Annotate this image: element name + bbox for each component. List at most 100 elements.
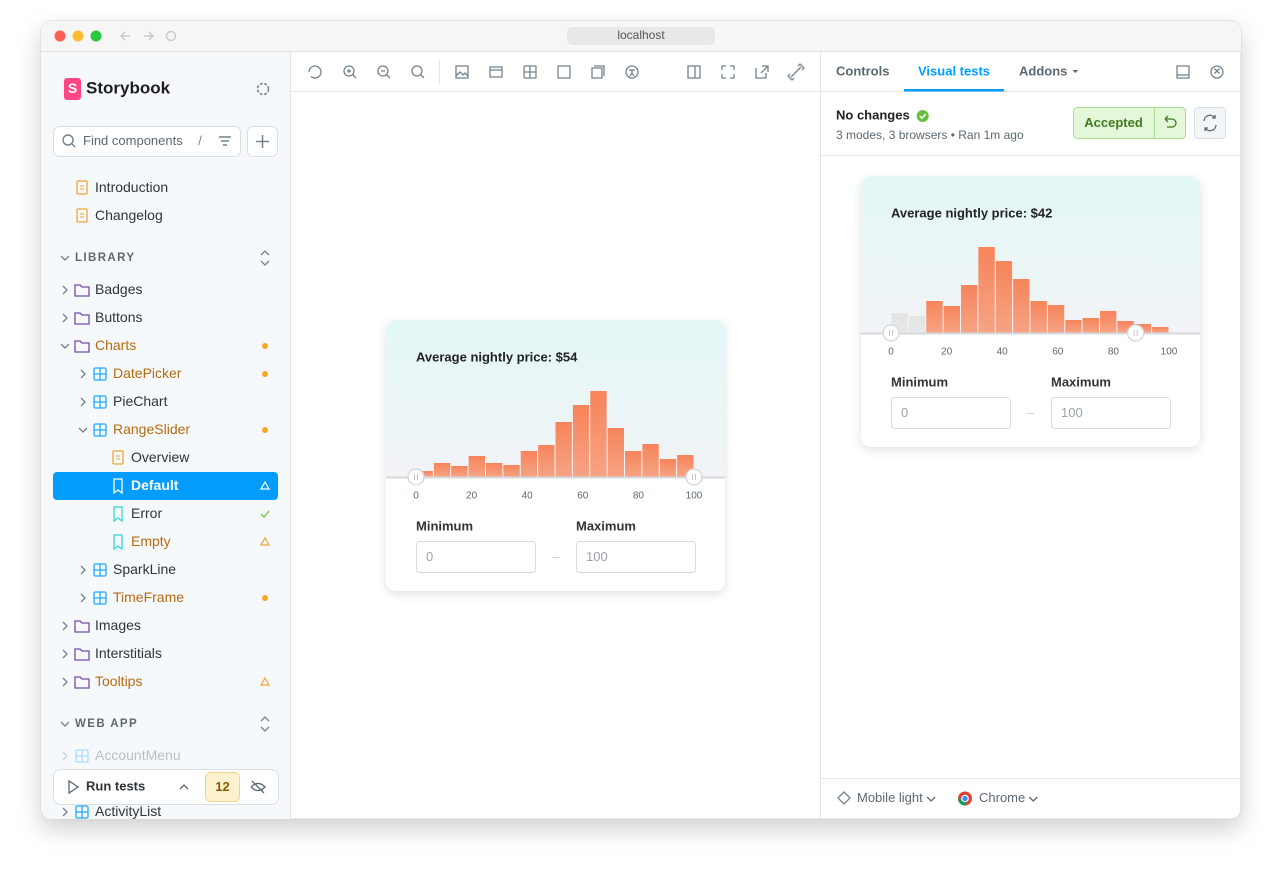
toolbar-button[interactable]	[721, 65, 735, 79]
minimize-button[interactable]	[72, 30, 84, 42]
card-header-bg	[386, 320, 725, 477]
number-input[interactable]	[576, 541, 696, 573]
expand-caret[interactable]	[179, 784, 189, 790]
toolbar-button[interactable]	[455, 65, 469, 79]
icon-shape	[76, 806, 88, 818]
toolbar-button[interactable]	[489, 66, 503, 78]
chevron[interactable]	[80, 565, 86, 575]
url-bar[interactable]	[567, 27, 715, 45]
chevron[interactable]	[60, 343, 70, 349]
toolbar-button[interactable]	[411, 65, 425, 79]
tree-item[interactable]: DatePicker	[113, 365, 182, 381]
chevron[interactable]	[62, 621, 68, 631]
accepted-button[interactable]	[1073, 107, 1186, 139]
filter-button[interactable]	[219, 136, 231, 146]
toolbar-button[interactable]	[787, 63, 805, 81]
settings-button[interactable]	[256, 82, 270, 96]
chevron[interactable]	[80, 593, 86, 603]
toolbar-button[interactable]	[343, 65, 357, 79]
tree-item[interactable]: Empty	[131, 533, 171, 549]
tree-item[interactable]: SparkLine	[113, 561, 176, 577]
toolbar	[308, 60, 805, 84]
chevron[interactable]	[60, 721, 70, 727]
slider-handle[interactable]	[407, 468, 425, 486]
field-label: Maximum	[576, 518, 636, 533]
mode-selector[interactable]: Mobile light	[857, 790, 923, 805]
icon-shape	[113, 534, 123, 551]
histogram-bar	[625, 451, 642, 477]
number-input[interactable]	[416, 541, 536, 573]
test-count-badge[interactable]	[205, 772, 240, 802]
close-button[interactable]	[54, 30, 66, 42]
slider-handle[interactable]	[685, 468, 703, 486]
panel-tab[interactable]: Addons	[1019, 63, 1067, 78]
tree-item[interactable]: ActivityList	[95, 803, 161, 819]
search-box[interactable]	[53, 126, 241, 157]
chevron[interactable]	[62, 649, 68, 659]
tree-item[interactable]: RangeSlider	[113, 421, 190, 437]
toolbar-button[interactable]	[308, 65, 322, 79]
slider-handle[interactable]	[882, 324, 900, 342]
component-icon	[93, 563, 107, 577]
handle-grip	[889, 330, 893, 336]
number-input[interactable]	[891, 397, 1011, 429]
tree-item[interactable]: Overview	[131, 449, 190, 465]
toolbar-button[interactable]	[557, 65, 571, 79]
collapse-toggle[interactable]	[260, 716, 270, 732]
number-input[interactable]	[1051, 397, 1171, 429]
tree-item[interactable]: Images	[95, 617, 141, 633]
maximize-button[interactable]	[90, 30, 102, 42]
toolbar-button[interactable]	[523, 65, 537, 79]
watch-toggle[interactable]	[250, 780, 266, 794]
toolbar-button[interactable]	[591, 65, 605, 79]
panel-close-button[interactable]	[1210, 65, 1224, 79]
chevron[interactable]	[60, 255, 70, 261]
run-tests-button[interactable]: Run tests	[86, 778, 145, 793]
card-title: Average nightly price: $54	[416, 349, 578, 364]
chevron[interactable]	[62, 751, 68, 761]
selected-row[interactable]	[53, 472, 278, 500]
browser-selector[interactable]: Chrome	[979, 790, 1025, 805]
chevron[interactable]	[62, 677, 68, 687]
tree-item[interactable]: Interstitials	[95, 645, 162, 661]
panel-position-button[interactable]	[1176, 65, 1190, 79]
folder-icon	[74, 284, 90, 297]
collapse-toggle[interactable]	[260, 250, 270, 266]
play-icon[interactable]	[68, 779, 80, 795]
toolbar-button[interactable]	[625, 65, 639, 79]
reload-button[interactable]	[165, 30, 177, 42]
nav-arrows[interactable]	[120, 31, 154, 41]
tree-item[interactable]: Buttons	[95, 309, 142, 325]
tree-item[interactable]: Tooltips	[95, 673, 142, 689]
folder-icon	[74, 648, 90, 661]
tree-item[interactable]: Badges	[95, 281, 142, 297]
rerun-button[interactable]	[1194, 107, 1226, 139]
tab-caret[interactable]	[1072, 70, 1079, 73]
tree-item[interactable]: AccountMenu	[95, 747, 181, 763]
tree-item[interactable]: Error	[131, 505, 162, 521]
build-summary: 3 modes, 3 browsers • Ran 1m ago	[836, 128, 1024, 142]
tree-item[interactable]: Introduction	[95, 179, 168, 195]
chevron[interactable]	[78, 427, 88, 433]
chevron[interactable]	[62, 285, 68, 295]
chevron[interactable]	[62, 807, 68, 817]
panel-tab[interactable]: Visual tests	[918, 63, 990, 78]
panel-tab[interactable]: Controls	[836, 63, 889, 78]
tree-item[interactable]: Charts	[95, 337, 136, 353]
undo-icon[interactable]	[1164, 115, 1177, 128]
tree-item[interactable]: Default	[131, 477, 179, 493]
tree-item[interactable]: TimeFrame	[113, 589, 184, 605]
toolbar-button[interactable]	[377, 65, 391, 79]
toolbar-button[interactable]	[755, 65, 769, 79]
tree-item[interactable]: PieChart	[113, 393, 168, 409]
chevron[interactable]	[62, 313, 68, 323]
slider-handle[interactable]	[1126, 324, 1145, 342]
toolbar-button[interactable]	[687, 65, 701, 79]
chevron[interactable]	[80, 397, 86, 407]
icon-shape	[113, 478, 123, 495]
mode-icon[interactable]	[837, 791, 851, 805]
tree-item[interactable]: Changelog	[95, 207, 163, 223]
chevron[interactable]	[80, 369, 86, 379]
status-warning	[259, 676, 271, 686]
icon-shape	[94, 396, 106, 408]
